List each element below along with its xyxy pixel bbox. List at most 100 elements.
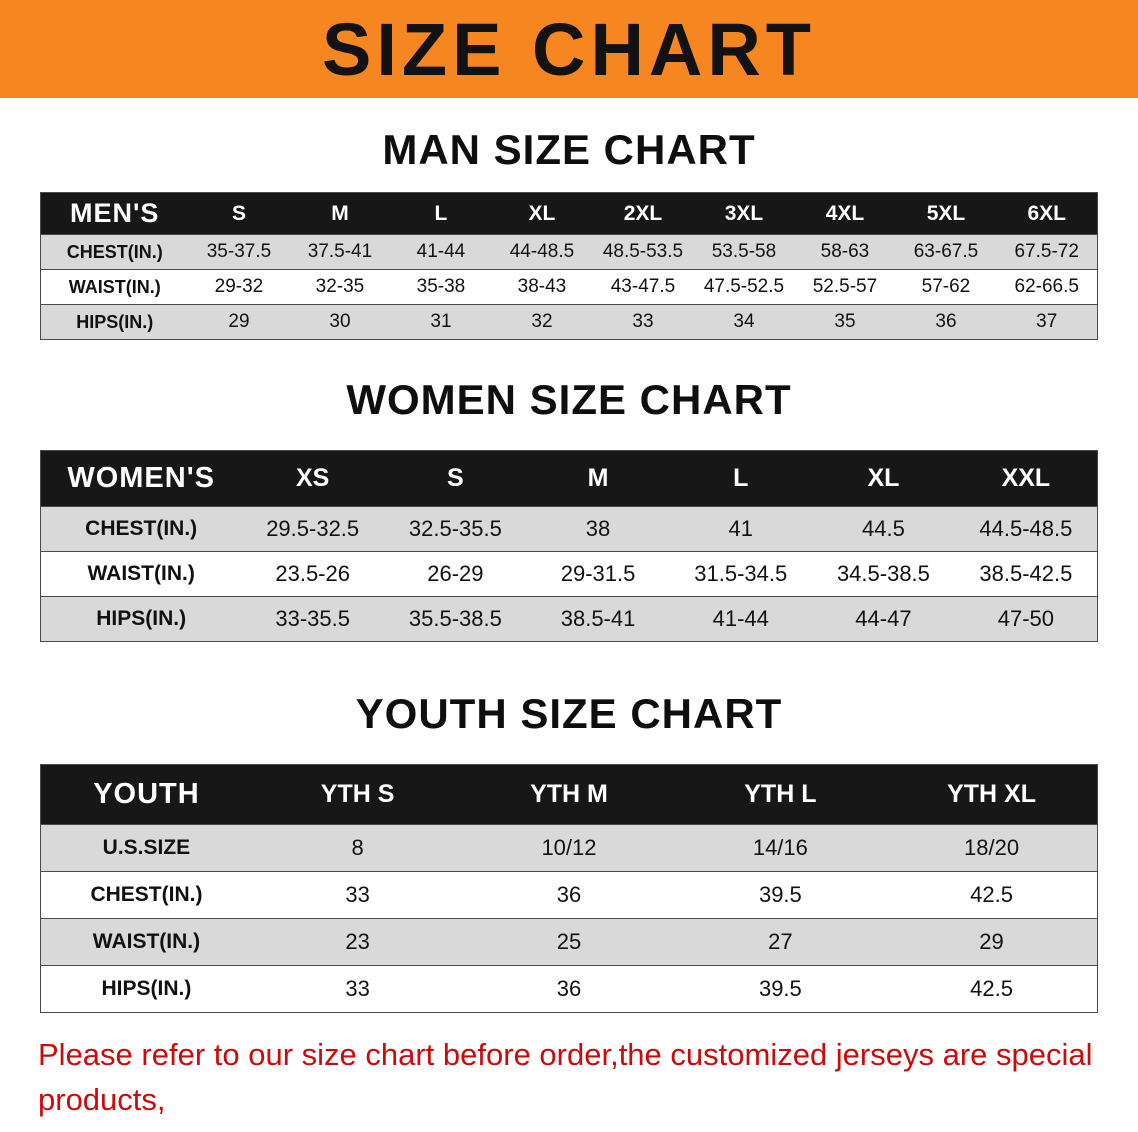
row-label: WAIST(IN.) <box>68 276 161 297</box>
youth-table-title: YOUTH <box>40 764 252 825</box>
cell: 47-50 <box>954 596 1098 642</box>
table-row: HIPS(IN.) 33 36 39.5 42.5 <box>40 965 1098 1013</box>
table-row: WAIST(IN.) 23 25 27 29 <box>40 918 1098 966</box>
cell: 42.5 <box>970 976 1013 1001</box>
row-label: CHEST(IN.) <box>40 234 189 270</box>
cell: 29-32 <box>214 276 264 297</box>
row-label: HIPS(IN.) <box>40 304 189 340</box>
cell: 27 <box>674 918 887 966</box>
cell: 8 <box>251 824 464 872</box>
cell: 33 <box>345 882 370 907</box>
cell: 35-37.5 <box>188 234 290 270</box>
youth-section: YOUTH SIZE CHART YOUTH YTH S YTH M YTH L… <box>0 690 1138 1013</box>
row-label: CHEST(IN.) <box>90 883 203 906</box>
cell: 41-44 <box>390 234 492 270</box>
cell: 25 <box>463 918 675 966</box>
cell: 67.5-72 <box>996 234 1098 270</box>
table-row: CHEST(IN.) 29.5-32.5 32.5-35.5 38 41 44.… <box>40 506 1098 552</box>
cell: 44-47 <box>812 596 955 642</box>
cell: 39.5 <box>758 882 802 907</box>
cell: 48.5-53.5 <box>592 234 694 270</box>
column-header: XL <box>491 192 593 235</box>
cell: 31.5-34.5 <box>694 561 788 586</box>
banner: SIZE CHART <box>0 0 1138 98</box>
cell: 18/20 <box>886 824 1098 872</box>
table-row: CHEST(IN.) 33 36 39.5 42.5 <box>40 871 1098 919</box>
cell: 34.5-38.5 <box>836 561 930 586</box>
men-section: MAN SIZE CHART MEN'S S M L XL 2XL 3XL 4X… <box>0 126 1138 340</box>
men-heading: MAN SIZE CHART <box>382 126 756 173</box>
cell: 23.5-26 <box>275 561 350 586</box>
column-header: YTH M <box>463 764 675 825</box>
cell: 47.5-52.5 <box>703 276 785 297</box>
cell: 38.5-42.5 <box>979 561 1073 586</box>
column-header: 2XL <box>592 192 694 235</box>
cell: 52.5-57 <box>812 276 878 297</box>
column-header: YTH S <box>251 764 464 825</box>
row-label: U.S.SIZE <box>40 824 252 872</box>
column-header: M <box>289 192 391 235</box>
cell: 41-44 <box>669 596 813 642</box>
cell: 63-67.5 <box>895 234 997 270</box>
disclaimer-line-1: Please refer to our size chart before or… <box>38 1037 1093 1117</box>
cell: 23 <box>251 918 464 966</box>
cell: 36 <box>556 976 582 1001</box>
cell: 38-43 <box>517 276 567 297</box>
table-row: WAIST(IN.) 23.5-26 26-29 29-31.5 31.5-34… <box>40 551 1098 597</box>
cell: 57-62 <box>921 276 971 297</box>
cell: 29.5-32.5 <box>241 506 385 552</box>
cell: 29 <box>886 918 1098 966</box>
row-label: WAIST(IN.) <box>40 918 252 966</box>
cell: 53.5-58 <box>693 234 795 270</box>
cell: 35-38 <box>416 276 466 297</box>
column-header: XL <box>812 450 955 507</box>
cell: 29-31.5 <box>560 561 636 586</box>
page-title: SIZE CHART <box>322 7 816 91</box>
cell: 32 <box>491 304 593 340</box>
men-table-title: MEN'S <box>40 192 189 235</box>
men-size-table: MEN'S S M L XL 2XL 3XL 4XL 5XL 6XL CHEST… <box>40 192 1098 340</box>
table-row: CHEST(IN.) 35-37.5 37.5-41 41-44 44-48.5… <box>40 234 1098 270</box>
table-row: WAIST(IN.) 29-32 32-35 35-38 38-43 43-47… <box>40 269 1098 305</box>
youth-header-row: YOUTH YTH S YTH M YTH L YTH XL <box>40 764 1098 825</box>
cell: 44-48.5 <box>491 234 593 270</box>
cell: 43-47.5 <box>610 276 676 297</box>
cell: 62-66.5 <box>1014 276 1079 297</box>
row-label: WAIST(IN.) <box>87 562 195 585</box>
cell: 36 <box>895 304 997 340</box>
youth-heading: YOUTH SIZE CHART <box>355 690 783 737</box>
cell: 39.5 <box>758 976 802 1001</box>
column-header: 6XL <box>996 192 1098 235</box>
women-heading: WOMEN SIZE CHART <box>346 376 792 423</box>
disclaimer: Please refer to our size chart before or… <box>38 1033 1100 1132</box>
cell: 31 <box>390 304 492 340</box>
cell: 30 <box>289 304 391 340</box>
row-label: HIPS(IN.) <box>40 596 242 642</box>
column-header: L <box>390 192 492 235</box>
cell: 33-35.5 <box>241 596 385 642</box>
column-header: L <box>669 450 813 507</box>
column-header: YTH L <box>674 764 887 825</box>
column-header: 4XL <box>794 192 896 235</box>
cell: 33 <box>592 304 694 340</box>
cell: 35 <box>794 304 896 340</box>
cell: 37.5-41 <box>289 234 391 270</box>
column-header: 5XL <box>895 192 997 235</box>
cell: 44.5-48.5 <box>954 506 1098 552</box>
table-row: HIPS(IN.) 29 30 31 32 33 34 35 36 37 <box>40 304 1098 340</box>
cell: 29 <box>188 304 290 340</box>
women-size-table: WOMEN'S XS S M L XL XXL CHEST(IN.) 29.5-… <box>40 450 1098 642</box>
cell: 32.5-35.5 <box>384 506 527 552</box>
cell: 44.5 <box>812 506 955 552</box>
cell: 32-35 <box>315 276 365 297</box>
table-row: HIPS(IN.) 33-35.5 35.5-38.5 38.5-41 41-4… <box>40 596 1098 642</box>
cell: 38 <box>526 506 670 552</box>
column-header: XXL <box>954 450 1098 507</box>
cell: 41 <box>669 506 813 552</box>
column-header: YTH XL <box>886 764 1098 825</box>
column-header: XS <box>241 450 385 507</box>
row-label: HIPS(IN.) <box>101 977 192 1000</box>
column-header: 3XL <box>693 192 795 235</box>
women-header-row: WOMEN'S XS S M L XL XXL <box>40 450 1098 507</box>
